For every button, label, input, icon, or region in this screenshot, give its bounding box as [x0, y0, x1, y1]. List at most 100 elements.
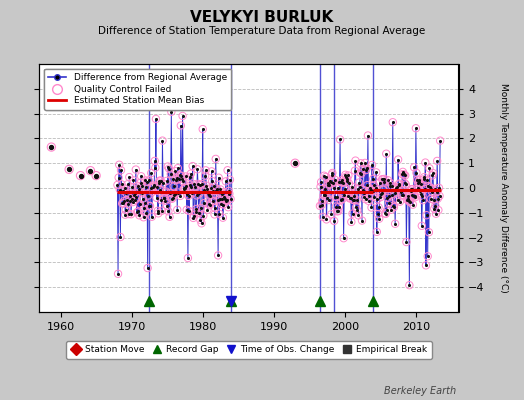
- Point: [346, 195, 355, 202]
- Point: [146, 185, 155, 191]
- Point: [427, 186, 435, 192]
- Point: [217, 201, 225, 207]
- Point: [331, 194, 340, 200]
- Point: [336, 197, 345, 204]
- Point: [217, 196, 226, 202]
- Point: [318, 198, 326, 204]
- Point: [128, 184, 136, 190]
- Point: [414, 178, 423, 185]
- Point: [325, 197, 333, 203]
- Point: [124, 201, 132, 207]
- Point: [380, 178, 388, 185]
- Point: [372, 185, 380, 191]
- Point: [161, 189, 169, 196]
- Point: [391, 220, 399, 227]
- Point: [141, 184, 150, 190]
- Point: [47, 144, 56, 150]
- Point: [377, 190, 386, 196]
- Point: [394, 156, 402, 163]
- Point: [165, 166, 173, 172]
- Point: [353, 207, 362, 214]
- Point: [172, 177, 180, 183]
- Point: [362, 196, 370, 202]
- Point: [157, 197, 166, 203]
- Point: [216, 186, 225, 193]
- Point: [340, 235, 348, 242]
- Point: [392, 185, 400, 192]
- Point: [362, 167, 370, 173]
- Point: [130, 191, 138, 198]
- Point: [184, 193, 193, 199]
- Point: [153, 184, 161, 190]
- Point: [346, 189, 354, 195]
- Point: [406, 199, 414, 205]
- Point: [132, 166, 140, 173]
- Point: [341, 172, 350, 178]
- Point: [174, 189, 183, 196]
- Point: [378, 176, 387, 183]
- Point: [139, 196, 147, 202]
- Point: [180, 185, 189, 192]
- Point: [178, 113, 187, 119]
- Point: [203, 185, 211, 192]
- Point: [350, 197, 358, 203]
- Point: [147, 170, 156, 176]
- Point: [432, 189, 441, 195]
- Point: [114, 174, 123, 181]
- Point: [419, 197, 427, 204]
- Point: [317, 179, 325, 185]
- Point: [141, 177, 149, 184]
- Point: [425, 165, 434, 172]
- Point: [135, 212, 144, 218]
- Point: [117, 167, 125, 173]
- Point: [154, 210, 162, 216]
- Point: [172, 174, 181, 181]
- Point: [414, 180, 422, 186]
- Point: [430, 206, 439, 212]
- Point: [412, 125, 420, 132]
- Point: [144, 192, 152, 199]
- Point: [167, 108, 176, 115]
- Point: [332, 203, 340, 210]
- Point: [387, 207, 395, 213]
- Point: [358, 166, 367, 172]
- Point: [116, 234, 125, 240]
- Point: [133, 209, 141, 216]
- Point: [202, 167, 210, 174]
- Point: [385, 193, 393, 199]
- Point: [129, 199, 137, 205]
- Point: [203, 206, 212, 213]
- Point: [124, 201, 132, 207]
- Point: [403, 196, 411, 203]
- Point: [430, 196, 438, 203]
- Point: [180, 186, 188, 192]
- Point: [136, 180, 145, 186]
- Point: [399, 169, 407, 175]
- Y-axis label: Monthly Temperature Anomaly Difference (°C): Monthly Temperature Anomaly Difference (…: [499, 83, 508, 293]
- Point: [203, 206, 212, 213]
- Point: [65, 166, 73, 173]
- Point: [378, 176, 386, 182]
- Point: [118, 200, 126, 207]
- Point: [326, 179, 335, 186]
- Point: [146, 203, 154, 209]
- Point: [115, 162, 124, 168]
- Point: [370, 194, 379, 200]
- Point: [348, 184, 356, 190]
- Point: [361, 160, 369, 166]
- Point: [213, 197, 222, 204]
- Point: [369, 182, 378, 188]
- Point: [396, 198, 404, 205]
- Point: [159, 195, 168, 201]
- Point: [159, 195, 168, 201]
- Point: [379, 187, 387, 193]
- Point: [140, 204, 148, 211]
- Point: [134, 208, 143, 215]
- Point: [171, 168, 180, 174]
- Point: [158, 138, 167, 144]
- Point: [403, 193, 412, 200]
- Point: [323, 182, 332, 189]
- Point: [333, 184, 342, 191]
- Point: [171, 190, 179, 197]
- Point: [122, 207, 130, 213]
